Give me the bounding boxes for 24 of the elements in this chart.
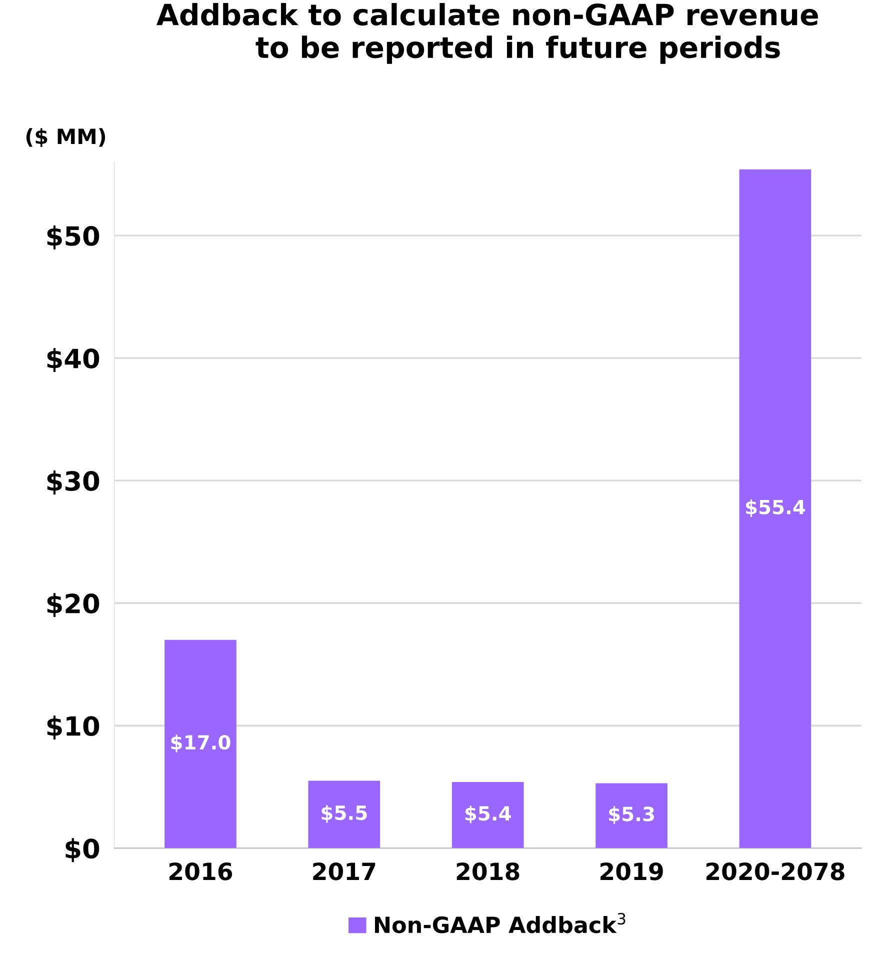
data-label: $5.3: [609, 806, 654, 824]
bar: [308, 780, 380, 848]
y-tick-label: $40: [47, 348, 100, 372]
y-tick-label: $20: [47, 593, 100, 618]
data-label: $5.5: [322, 805, 367, 823]
y-axis-title: ($ MM): [26, 128, 106, 148]
x-tick-label: 2020-2078: [706, 862, 844, 880]
legend-label: Non-GAAP Addback$^{3}$: [375, 912, 626, 934]
x-tick-label: 2016: [169, 862, 232, 880]
x-tick-label: 2017: [313, 862, 376, 880]
bar: [596, 783, 668, 848]
y-tick-label: $0: [66, 838, 100, 862]
x-tick-label: 2018: [456, 862, 520, 880]
chart-title: Addback to calculate non-GAAP revenue to be reported in future periods: [156, 3, 818, 64]
bar: [452, 782, 524, 848]
y-tick-label: $30: [47, 470, 100, 494]
y-tick-label: $50: [47, 226, 100, 250]
bar: [164, 640, 236, 848]
data-label: $55.4: [746, 499, 806, 517]
y-tick-label: $10: [47, 716, 100, 740]
data-label: $17.0: [171, 734, 230, 752]
x-tick-label: 2019: [600, 862, 663, 880]
data-label: $5.4: [465, 806, 511, 824]
bar: [739, 169, 812, 848]
